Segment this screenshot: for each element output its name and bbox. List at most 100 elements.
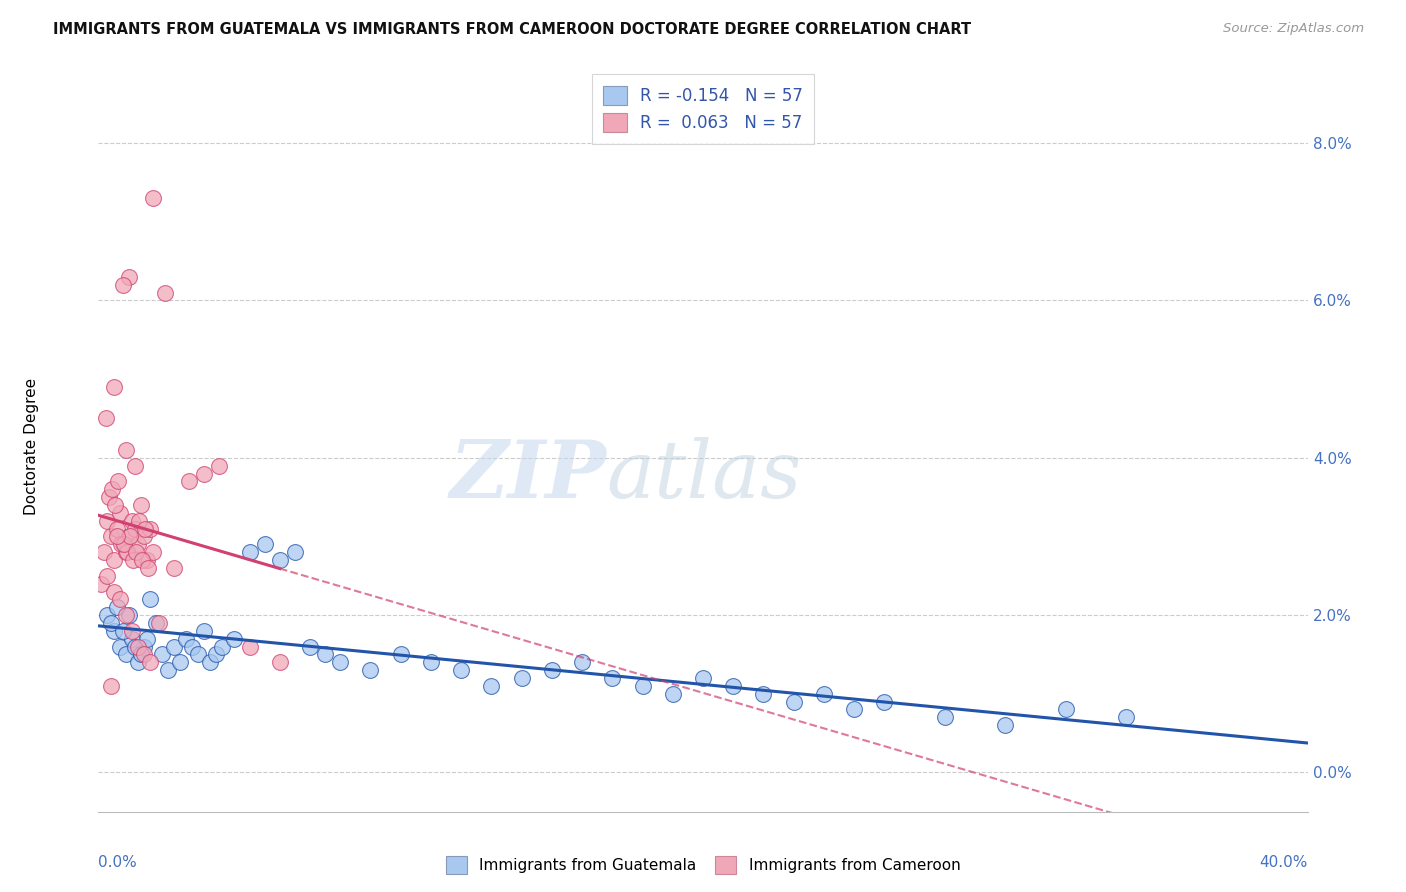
Point xyxy=(692,671,714,685)
Point xyxy=(132,648,155,662)
Point xyxy=(510,671,533,685)
Point xyxy=(124,522,146,536)
Point xyxy=(114,545,136,559)
Point xyxy=(131,553,153,567)
Point xyxy=(103,553,125,567)
Legend: Immigrants from Guatemala, Immigrants from Cameroon: Immigrants from Guatemala, Immigrants fr… xyxy=(440,850,966,880)
Point xyxy=(224,632,246,646)
Text: Source: ZipAtlas.com: Source: ZipAtlas.com xyxy=(1223,22,1364,36)
Point xyxy=(135,632,157,646)
Point xyxy=(174,632,197,646)
Point xyxy=(329,655,352,669)
Point xyxy=(153,285,176,300)
Point xyxy=(1054,702,1077,716)
Point xyxy=(118,269,141,284)
Point xyxy=(239,640,262,654)
Point xyxy=(105,522,128,536)
Point xyxy=(107,475,129,489)
Point xyxy=(120,529,142,543)
Point xyxy=(179,475,201,489)
Point xyxy=(108,640,131,654)
Point xyxy=(844,702,866,716)
Point xyxy=(90,576,112,591)
Point xyxy=(115,545,138,559)
Point xyxy=(450,663,472,677)
Point xyxy=(93,545,115,559)
Point xyxy=(103,380,125,394)
Point xyxy=(114,442,136,457)
Point xyxy=(752,687,775,701)
Point xyxy=(813,687,835,701)
Point xyxy=(111,277,134,292)
Point xyxy=(150,648,173,662)
Point xyxy=(783,695,806,709)
Point xyxy=(121,514,143,528)
Point xyxy=(132,529,155,543)
Point xyxy=(96,608,118,623)
Point xyxy=(114,648,136,662)
Text: ZIP: ZIP xyxy=(450,436,606,514)
Point xyxy=(299,640,322,654)
Point xyxy=(211,640,233,654)
Point xyxy=(163,640,186,654)
Point xyxy=(132,640,155,654)
Point xyxy=(118,608,141,623)
Point xyxy=(187,648,209,662)
Point xyxy=(100,529,122,543)
Point xyxy=(134,522,156,536)
Point xyxy=(284,545,307,559)
Point xyxy=(239,545,262,559)
Point xyxy=(96,568,118,582)
Point xyxy=(934,710,956,724)
Text: Doctorate Degree: Doctorate Degree xyxy=(24,377,39,515)
Point xyxy=(105,529,128,543)
Point xyxy=(127,655,149,669)
Point xyxy=(181,640,204,654)
Point xyxy=(631,679,654,693)
Point xyxy=(200,655,222,669)
Point xyxy=(114,608,136,623)
Point xyxy=(1115,710,1137,724)
Point xyxy=(193,467,215,481)
Point xyxy=(540,663,562,677)
Point xyxy=(139,655,162,669)
Point xyxy=(420,655,443,669)
Point xyxy=(121,632,143,646)
Point xyxy=(139,522,162,536)
Point xyxy=(994,718,1017,732)
Point xyxy=(94,411,117,425)
Point xyxy=(269,553,291,567)
Point xyxy=(389,648,412,662)
Point xyxy=(360,663,382,677)
Point xyxy=(253,537,276,551)
Point xyxy=(661,687,683,701)
Point xyxy=(103,624,125,638)
Point xyxy=(103,584,125,599)
Point xyxy=(108,506,131,520)
Point xyxy=(145,615,167,630)
Point xyxy=(142,545,165,559)
Point xyxy=(112,537,135,551)
Point xyxy=(142,191,165,205)
Text: 40.0%: 40.0% xyxy=(1260,855,1308,870)
Point xyxy=(125,545,148,559)
Text: IMMIGRANTS FROM GUATEMALA VS IMMIGRANTS FROM CAMEROON DOCTORATE DEGREE CORRELATI: IMMIGRANTS FROM GUATEMALA VS IMMIGRANTS … xyxy=(53,22,972,37)
Point xyxy=(127,537,149,551)
Point xyxy=(148,615,170,630)
Point xyxy=(124,458,146,473)
Point xyxy=(98,490,121,504)
Text: atlas: atlas xyxy=(606,436,801,514)
Point xyxy=(122,553,145,567)
Point xyxy=(111,537,134,551)
Point xyxy=(156,663,179,677)
Point xyxy=(208,458,231,473)
Point xyxy=(723,679,745,693)
Point xyxy=(602,671,624,685)
Point xyxy=(128,514,150,528)
Point xyxy=(571,655,593,669)
Point xyxy=(129,648,152,662)
Point xyxy=(110,537,132,551)
Point xyxy=(205,648,228,662)
Point xyxy=(163,561,186,575)
Point xyxy=(314,648,336,662)
